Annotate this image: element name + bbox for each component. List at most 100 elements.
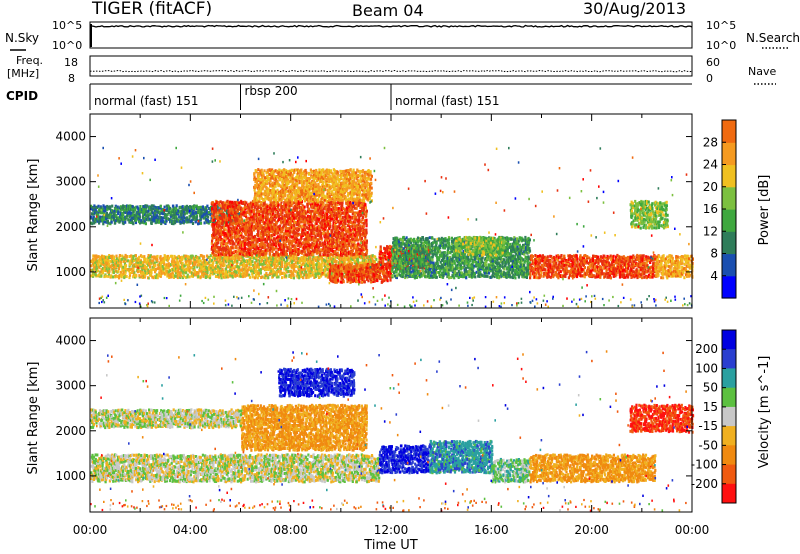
data-cell (143, 216, 146, 220)
data-cell (213, 258, 216, 262)
data-cell (321, 261, 324, 264)
data-cell (297, 227, 300, 231)
data-cell (341, 231, 345, 235)
data-cell (206, 271, 209, 274)
data-cell (236, 218, 239, 222)
data-cell (305, 226, 308, 230)
data-cell (281, 215, 284, 219)
data-cell (324, 231, 327, 235)
data-cell (313, 210, 316, 214)
data-cell (162, 269, 165, 273)
data-cell (300, 256, 303, 259)
data-cell (281, 276, 284, 280)
data-cell (297, 271, 300, 275)
data-cell (304, 259, 307, 263)
data-cell (180, 274, 183, 278)
data-cell (188, 217, 191, 221)
data-cell (216, 267, 219, 271)
data-cell (303, 256, 306, 260)
freq-line (89, 69, 693, 73)
nave-label: Nave (748, 65, 776, 78)
data-cell (268, 176, 271, 180)
data-cell (350, 205, 353, 208)
data-cell (249, 248, 252, 252)
data-cell (153, 261, 156, 265)
data-cell (365, 256, 368, 259)
data-cell (253, 188, 256, 192)
data-cell (212, 218, 215, 222)
data-cell (97, 204, 100, 208)
data-cell (278, 261, 281, 265)
data-cell (167, 256, 170, 260)
data-cell (93, 254, 96, 258)
data-cell (117, 212, 120, 216)
data-cell (202, 268, 205, 272)
data-cell (296, 259, 299, 263)
data-cell (261, 204, 264, 208)
data-cell (297, 261, 300, 265)
data-cell (312, 227, 315, 231)
data-cell (140, 275, 143, 279)
data-cell (226, 275, 229, 279)
data-cell (248, 237, 251, 241)
data-cell (353, 233, 356, 237)
data-cell (152, 259, 155, 263)
data-cell (250, 209, 253, 213)
data-cell (277, 210, 280, 214)
data-cell (341, 226, 344, 229)
data-cell (331, 253, 334, 257)
data-cell (230, 268, 233, 271)
data-cell (270, 171, 273, 175)
data-cell (234, 265, 237, 269)
data-cell (242, 261, 246, 265)
data-cell (309, 259, 312, 263)
data-cell (273, 243, 276, 247)
data-cell (287, 266, 290, 270)
data-cell (372, 259, 375, 263)
data-cell (207, 256, 210, 259)
data-cell (293, 233, 296, 237)
data-cell (205, 274, 208, 278)
data-cell (311, 235, 314, 239)
data-cell (160, 211, 163, 215)
data-cell (210, 223, 213, 227)
data-cell (124, 257, 127, 261)
data-cell (227, 263, 230, 267)
data-cell (124, 267, 127, 271)
data-cell (365, 214, 368, 218)
data-cell (286, 229, 290, 233)
data-cell (315, 245, 318, 248)
data-cell (333, 202, 336, 206)
data-cell (154, 270, 157, 274)
data-cell (166, 254, 169, 258)
data-cell (260, 256, 263, 260)
data-cell (237, 249, 240, 253)
data-cell (291, 240, 294, 244)
data-cell (254, 183, 257, 187)
data-cell (179, 221, 182, 225)
data-cell (219, 235, 222, 238)
data-cell (305, 270, 308, 274)
data-cell (110, 255, 113, 258)
data-cell (186, 208, 189, 212)
data-cell (229, 216, 232, 220)
data-cell (93, 211, 96, 215)
data-cell (257, 258, 260, 262)
data-cell (248, 251, 251, 255)
data-cell (356, 201, 359, 205)
data-cell (264, 248, 267, 252)
data-cell (283, 232, 286, 236)
data-cell (358, 247, 361, 251)
data-cell (352, 229, 355, 233)
data-cell (142, 209, 145, 213)
data-cell (351, 251, 354, 254)
data-cell (222, 272, 225, 275)
data-cell (128, 207, 131, 211)
data-cell (316, 262, 319, 265)
data-cell (303, 249, 306, 252)
data-cell (101, 219, 104, 223)
data-cell (291, 244, 294, 248)
data-cell (195, 217, 198, 221)
data-cell (122, 213, 125, 217)
data-cell (124, 220, 127, 224)
